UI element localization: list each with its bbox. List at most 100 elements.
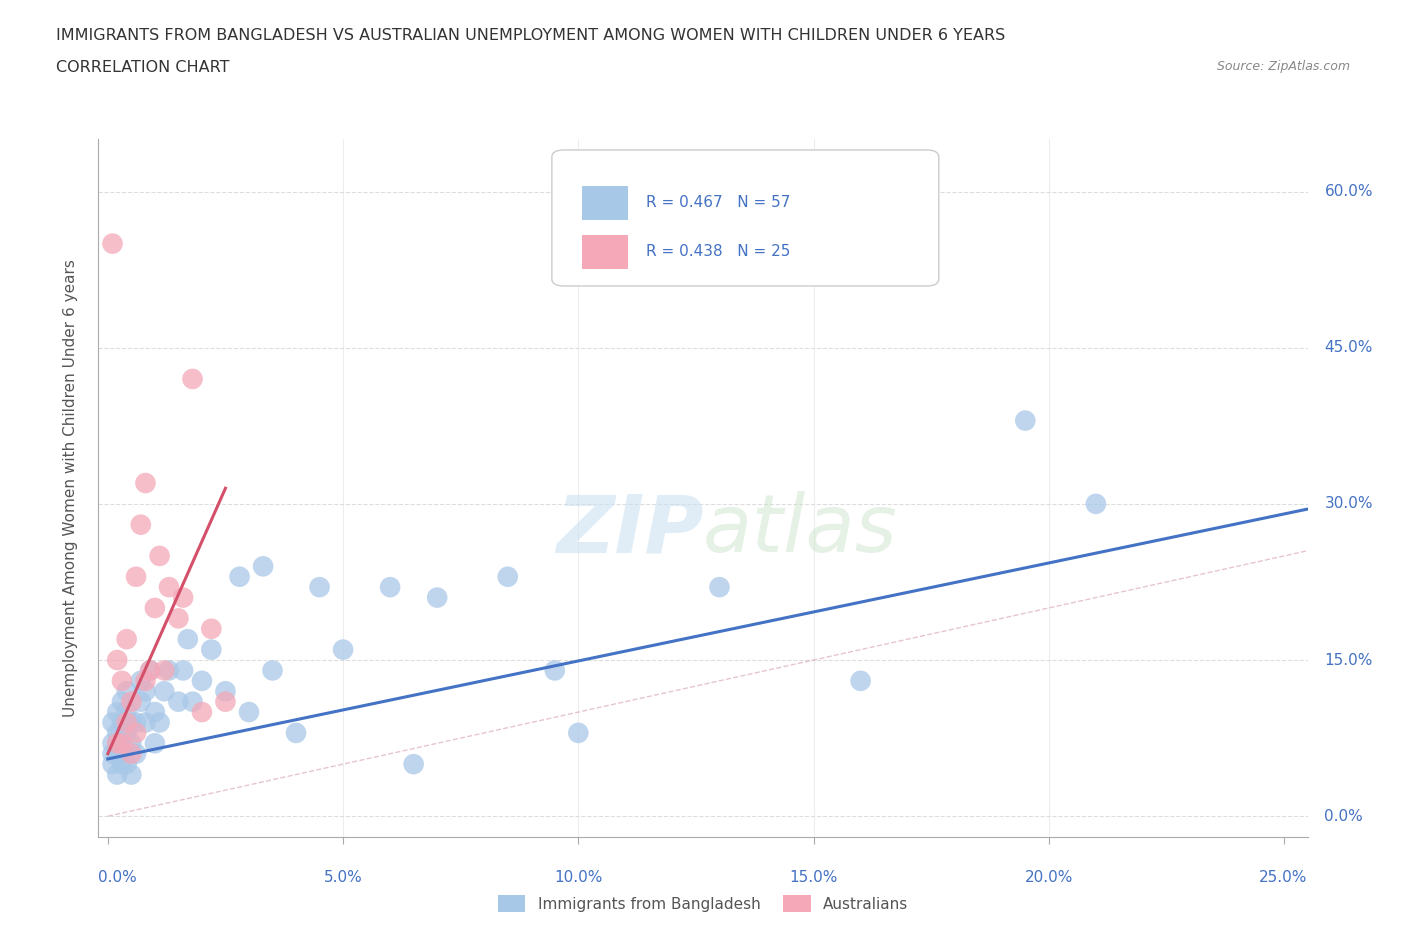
Text: 25.0%: 25.0% xyxy=(1260,870,1308,884)
Point xyxy=(1084,497,1107,512)
Point xyxy=(308,579,330,594)
Point xyxy=(214,684,236,698)
Point xyxy=(115,705,138,720)
Point xyxy=(153,663,176,678)
Point xyxy=(402,757,425,772)
Y-axis label: Unemployment Among Women with Children Under 6 years: Unemployment Among Women with Children U… xyxy=(63,259,77,717)
Point xyxy=(849,673,872,688)
Point xyxy=(105,736,128,751)
Point xyxy=(709,579,731,594)
Text: 20.0%: 20.0% xyxy=(1025,870,1073,884)
Point xyxy=(191,673,214,688)
Point xyxy=(101,736,124,751)
Point xyxy=(214,694,236,709)
Point xyxy=(111,757,134,772)
Point xyxy=(125,725,148,740)
Text: Source: ZipAtlas.com: Source: ZipAtlas.com xyxy=(1216,60,1350,73)
Point xyxy=(115,684,138,698)
Point xyxy=(134,673,156,688)
Point xyxy=(134,475,156,490)
Point xyxy=(125,715,148,730)
Point xyxy=(105,767,128,782)
Point xyxy=(157,663,180,678)
Point xyxy=(1014,413,1036,428)
Point xyxy=(228,569,250,584)
Text: atlas: atlas xyxy=(703,491,898,569)
Text: 5.0%: 5.0% xyxy=(323,870,363,884)
Point xyxy=(134,715,156,730)
Point xyxy=(105,725,128,740)
Text: 60.0%: 60.0% xyxy=(1324,184,1372,199)
Point xyxy=(285,725,308,740)
Point xyxy=(200,621,222,636)
Point xyxy=(157,579,180,594)
Point xyxy=(120,694,142,709)
Point xyxy=(139,663,162,678)
Point xyxy=(120,767,142,782)
Point xyxy=(105,746,128,761)
Point xyxy=(262,663,284,678)
Point xyxy=(143,601,166,616)
Point xyxy=(105,705,128,720)
Point xyxy=(129,517,152,532)
Point xyxy=(567,725,589,740)
Point xyxy=(167,611,190,626)
Point xyxy=(143,736,166,751)
Point xyxy=(120,715,142,730)
Point xyxy=(120,746,142,761)
Point xyxy=(496,569,519,584)
Text: 15.0%: 15.0% xyxy=(789,870,838,884)
Point xyxy=(238,705,260,720)
Point xyxy=(111,746,134,761)
Point xyxy=(252,559,274,574)
Point xyxy=(101,757,124,772)
Point xyxy=(105,653,128,668)
Point xyxy=(111,673,134,688)
Text: 45.0%: 45.0% xyxy=(1324,340,1372,355)
Point xyxy=(177,631,200,646)
Point xyxy=(139,663,162,678)
Point xyxy=(149,715,172,730)
Point xyxy=(143,705,166,720)
Text: CORRELATION CHART: CORRELATION CHART xyxy=(56,60,229,75)
Point xyxy=(172,591,194,605)
Point xyxy=(105,736,128,751)
Point xyxy=(181,371,204,386)
Point xyxy=(115,757,138,772)
FancyBboxPatch shape xyxy=(582,235,628,269)
Point xyxy=(111,715,134,730)
FancyBboxPatch shape xyxy=(582,186,628,219)
Point xyxy=(191,705,214,720)
Point xyxy=(120,736,142,751)
Point xyxy=(101,746,124,761)
Point xyxy=(125,569,148,584)
Point xyxy=(134,684,156,698)
Point xyxy=(101,715,124,730)
Point xyxy=(115,631,138,646)
Point xyxy=(129,673,152,688)
Text: 10.0%: 10.0% xyxy=(554,870,603,884)
Text: R = 0.467   N = 57: R = 0.467 N = 57 xyxy=(647,194,790,210)
FancyBboxPatch shape xyxy=(551,150,939,286)
Text: 0.0%: 0.0% xyxy=(1324,809,1364,824)
Text: ZIP: ZIP xyxy=(555,491,703,569)
Point xyxy=(111,694,134,709)
Point xyxy=(426,591,449,605)
Text: 0.0%: 0.0% xyxy=(98,870,138,884)
Point xyxy=(200,643,222,658)
Text: IMMIGRANTS FROM BANGLADESH VS AUSTRALIAN UNEMPLOYMENT AMONG WOMEN WITH CHILDREN : IMMIGRANTS FROM BANGLADESH VS AUSTRALIAN… xyxy=(56,28,1005,43)
Text: R = 0.438   N = 25: R = 0.438 N = 25 xyxy=(647,244,790,259)
Point xyxy=(167,694,190,709)
Point xyxy=(115,715,138,730)
Point xyxy=(111,736,134,751)
Point xyxy=(149,549,172,564)
Point xyxy=(172,663,194,678)
Point xyxy=(378,579,401,594)
Point xyxy=(153,684,176,698)
Point xyxy=(544,663,567,678)
Text: 15.0%: 15.0% xyxy=(1324,653,1372,668)
Legend: Immigrants from Bangladesh, Australians: Immigrants from Bangladesh, Australians xyxy=(491,887,915,920)
Text: 30.0%: 30.0% xyxy=(1324,497,1372,512)
Point xyxy=(125,746,148,761)
Point xyxy=(332,643,354,658)
